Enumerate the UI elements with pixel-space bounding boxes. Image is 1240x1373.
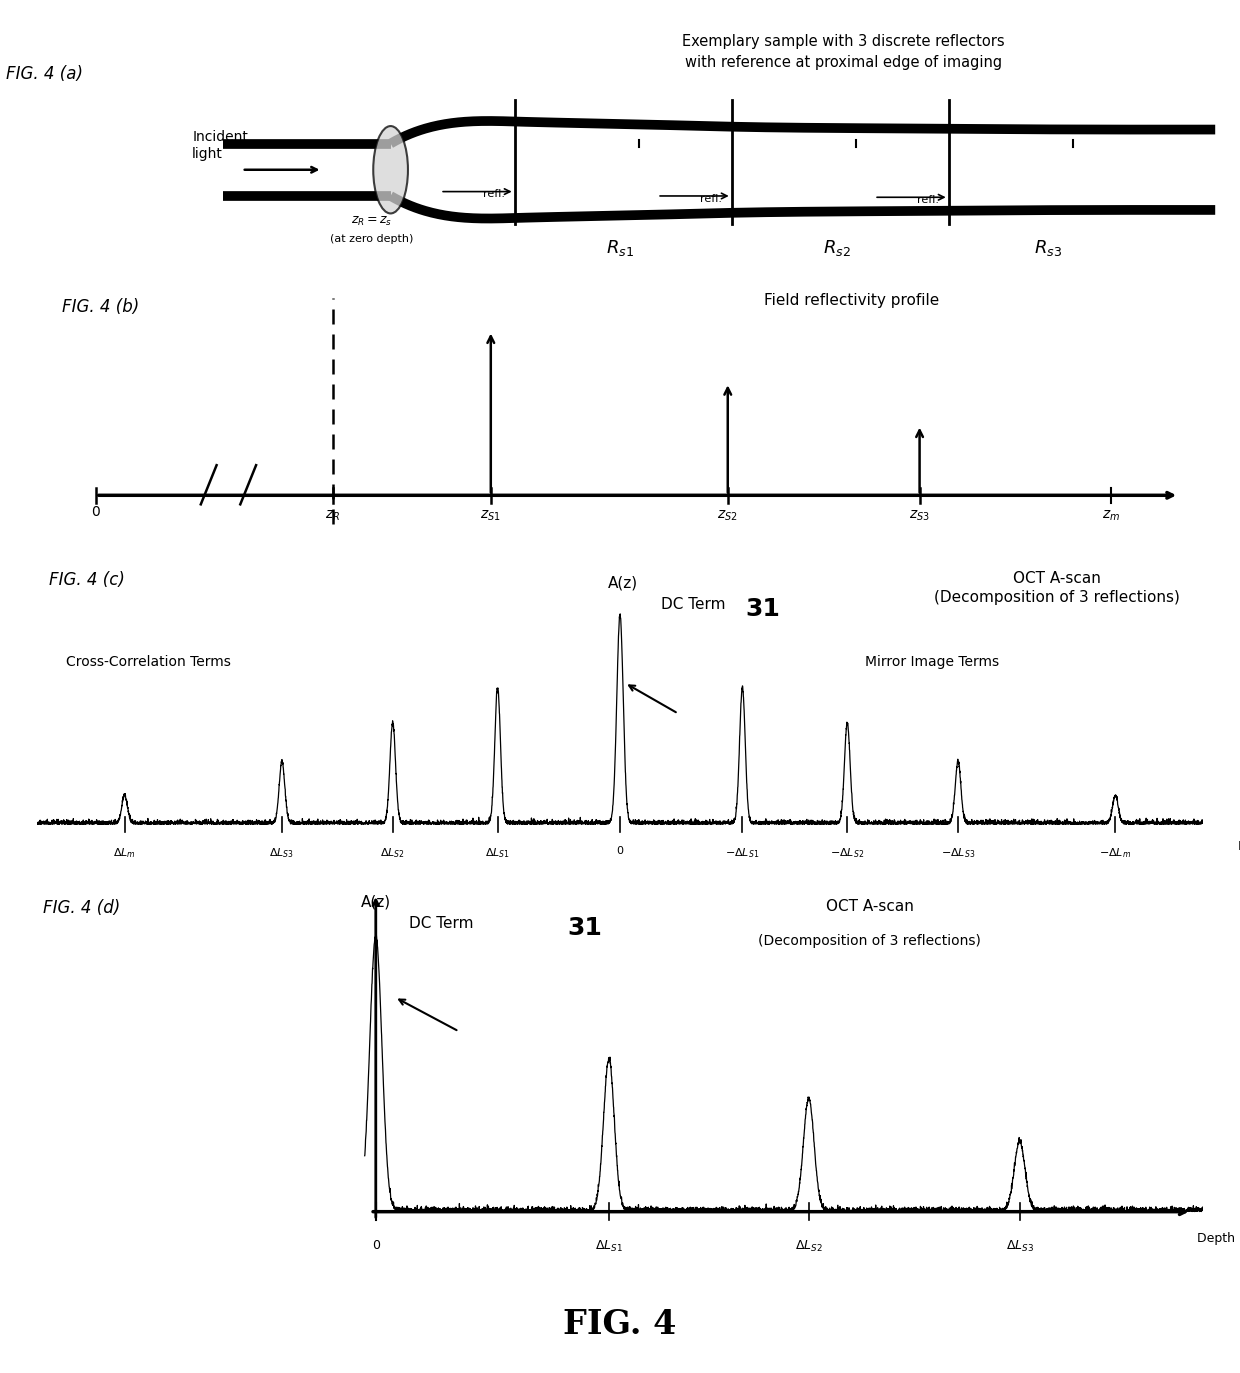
Ellipse shape [373, 126, 408, 213]
Text: $-\Delta L_m$: $-\Delta L_m$ [1100, 846, 1131, 859]
Text: FIG. 4 (b): FIG. 4 (b) [62, 298, 139, 316]
Text: $-\Delta L_{S3}$: $-\Delta L_{S3}$ [941, 846, 975, 859]
Text: $z_R$: $z_R$ [325, 509, 341, 523]
Text: $R_{s3}$: $R_{s3}$ [1034, 238, 1061, 258]
Text: $z_R = z_s$: $z_R = z_s$ [351, 216, 393, 228]
Text: $\Delta L_{S2}$: $\Delta L_{S2}$ [381, 846, 405, 859]
Text: OCT A-scan: OCT A-scan [826, 899, 914, 914]
Text: FIG. 4 (a): FIG. 4 (a) [6, 65, 83, 82]
Text: $R_{s2}$: $R_{s2}$ [823, 238, 851, 258]
Text: $-\Delta L_{S1}$: $-\Delta L_{S1}$ [725, 846, 760, 859]
Text: (at zero depth): (at zero depth) [330, 233, 414, 244]
Text: DC Term: DC Term [409, 917, 479, 931]
Text: $R_{s1}$: $R_{s1}$ [606, 238, 634, 258]
Text: (Decomposition of 3 reflections): (Decomposition of 3 reflections) [759, 934, 981, 947]
Text: $\Delta L_{S2}$: $\Delta L_{S2}$ [795, 1238, 822, 1254]
Text: FIG. 4 (c): FIG. 4 (c) [48, 571, 125, 589]
Text: $\Delta L_{S1}$: $\Delta L_{S1}$ [595, 1238, 622, 1254]
Text: A(z): A(z) [608, 575, 637, 590]
Text: FIG. 4 (d): FIG. 4 (d) [42, 899, 120, 917]
Text: refl.: refl. [482, 189, 505, 199]
Text: $z_{S3}$: $z_{S3}$ [909, 509, 930, 523]
Text: Incident
light: Incident light [192, 130, 248, 161]
Text: 31: 31 [745, 597, 780, 621]
Text: 31: 31 [568, 917, 603, 941]
Text: $\Delta L_{S3}$: $\Delta L_{S3}$ [269, 846, 294, 859]
Text: $\Delta L_{S1}$: $\Delta L_{S1}$ [485, 846, 510, 859]
Text: refl.: refl. [916, 195, 939, 205]
Text: $-\Delta L_{S2}$: $-\Delta L_{S2}$ [831, 846, 864, 859]
Text: Depth (z): Depth (z) [1238, 840, 1240, 853]
Text: $\Delta L_{S3}$: $\Delta L_{S3}$ [1006, 1238, 1034, 1254]
Text: Mirror Image Terms: Mirror Image Terms [864, 655, 999, 669]
Text: Field reflectivity profile: Field reflectivity profile [764, 292, 940, 308]
Text: $z_{S1}$: $z_{S1}$ [480, 509, 501, 523]
Text: Exemplary sample with 3 discrete reflectors
with reference at proximal edge of i: Exemplary sample with 3 discrete reflect… [682, 34, 1004, 70]
Text: OCT A-scan
(Decomposition of 3 reflections): OCT A-scan (Decomposition of 3 reflectio… [934, 571, 1180, 605]
Text: $z_{S2}$: $z_{S2}$ [718, 509, 738, 523]
Text: 0: 0 [372, 1238, 379, 1252]
Text: 0: 0 [92, 505, 100, 519]
Text: Cross-Correlation Terms: Cross-Correlation Terms [67, 655, 231, 669]
Text: A(z): A(z) [361, 894, 391, 909]
Text: refl.: refl. [699, 194, 722, 203]
Text: $z_m$: $z_m$ [1102, 509, 1121, 523]
Text: FIG. 4: FIG. 4 [563, 1308, 677, 1341]
Text: Depth (z): Depth (z) [1198, 1233, 1240, 1245]
Text: DC Term: DC Term [661, 597, 730, 612]
Text: $\Delta L_m$: $\Delta L_m$ [113, 846, 136, 859]
Text: 0: 0 [616, 846, 624, 855]
